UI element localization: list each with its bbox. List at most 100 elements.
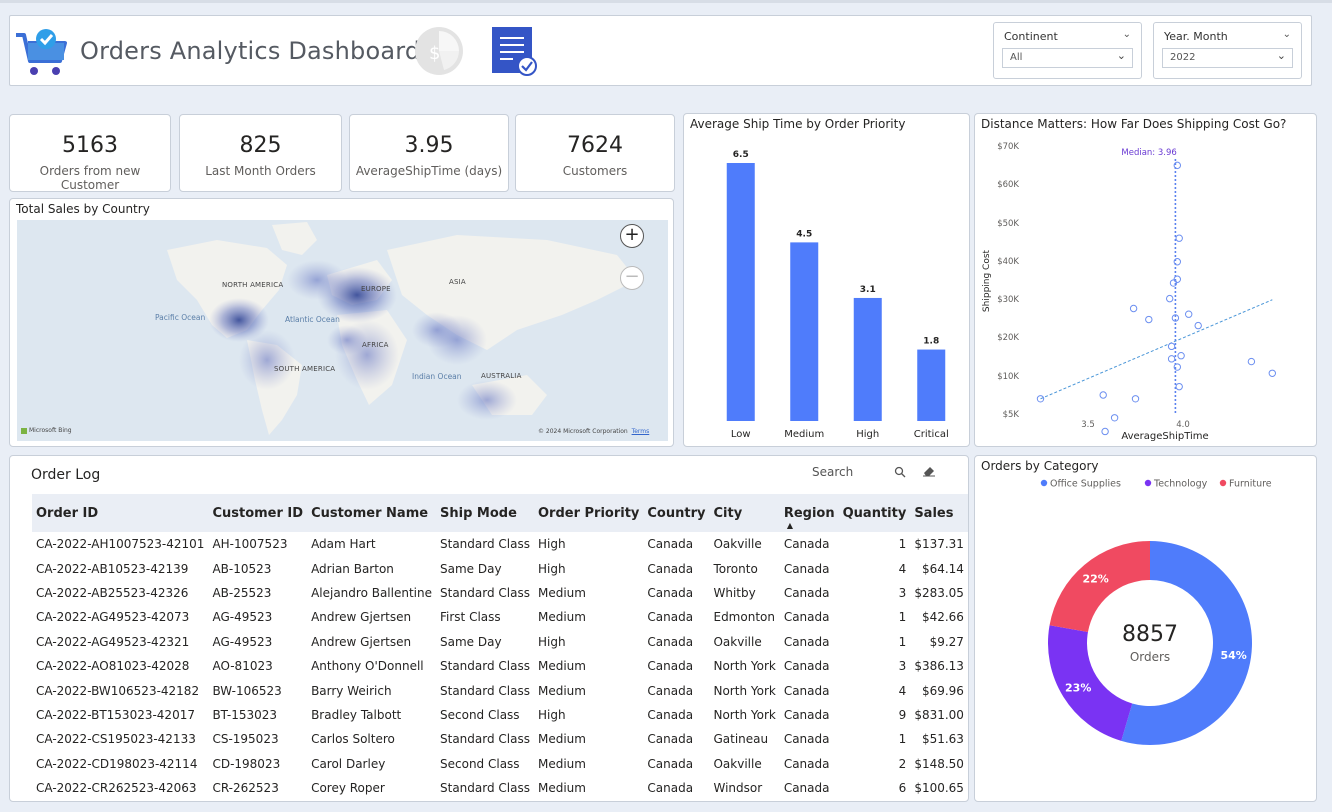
table-cell-customer-id: AB-10523 (212, 561, 272, 576)
table-cell-customer-name: Adam Hart (311, 537, 376, 552)
table-cell-quantity: 4 (898, 683, 907, 698)
table-row[interactable]: CA-2022-AG49523-42321 AG-49523 Andrew Gjer… (32, 630, 968, 654)
sort-ascending-icon[interactable]: ▲ (786, 521, 793, 530)
table-row[interactable]: CA-2022-AB25523-42326 AB-25523 Alejandro B… (32, 581, 968, 605)
column-header-order-id[interactable]: Order ID (36, 505, 99, 521)
column-header-quantity[interactable]: Quantity (842, 505, 907, 521)
table-cell-order-id: CA-2022-BW106523-42182 (36, 683, 200, 698)
scatter-point[interactable] (1169, 279, 1178, 287)
table-cell-order-priority: Medium (537, 732, 586, 747)
chevron-down-icon[interactable]: ⌄ (1276, 49, 1286, 62)
table-row[interactable]: CA-2022-AG49523-42073 AG-49523 Andrew Gjer… (32, 605, 968, 629)
column-header-sales[interactable]: Sales (914, 505, 954, 521)
scatter-point[interactable] (1101, 427, 1109, 436)
legend-item[interactable]: Technology (1153, 479, 1208, 490)
table-row[interactable]: CA-2022-CR262523-42063 CR-262523 Corey Rop… (32, 776, 968, 800)
bar-critical[interactable] (917, 349, 946, 421)
scatter-point[interactable] (1268, 369, 1276, 377)
scatter-point[interactable] (1173, 161, 1182, 170)
table-row[interactable]: CA-2022-BW106523-42182 BW-106523 Barry Wei… (32, 678, 968, 702)
table-cell-region: Canada (783, 732, 830, 747)
bar-low[interactable] (726, 163, 755, 421)
y-tick-label: $10K (997, 372, 1019, 382)
kpi-value: 3.95 (404, 133, 454, 158)
scatter-point[interactable] (1099, 391, 1107, 399)
kpi-value: 7624 (567, 133, 623, 158)
scatter-point[interactable] (1131, 395, 1140, 403)
scatter-point[interactable] (1175, 382, 1183, 391)
table-cell-customer-id: CR-262523 (212, 781, 279, 796)
scatter-point[interactable] (1173, 258, 1182, 266)
column-header-country[interactable]: Country (647, 505, 706, 521)
table-cell-ship-mode: Standard Class (440, 537, 530, 552)
bar-high[interactable] (853, 297, 882, 421)
map-zoom-in-button[interactable]: + (620, 224, 644, 248)
table-row[interactable]: CA-2022-CD198023-42114 CD-198023 Carol Dar… (32, 752, 968, 776)
kpi-card-last-month-orders: 825 Last Month Orders (179, 114, 342, 192)
scatter-point[interactable] (1194, 321, 1202, 330)
x-tick-label: 4.0 (1176, 420, 1190, 430)
scatter-point[interactable] (1145, 315, 1153, 324)
legend-item[interactable]: Office Supplies (1050, 479, 1121, 490)
scatter-point[interactable] (1167, 355, 1176, 363)
eraser-icon[interactable] (922, 465, 936, 477)
table-row[interactable]: CA-2022-AO81023-42028 AO-81023 Anthony O'D… (32, 654, 968, 678)
table-cell-order-id: CA-2022-CD198023-42114 (36, 756, 198, 771)
table-cell-customer-id: BT-153023 (212, 707, 278, 722)
table-cell-country: Canada (647, 659, 694, 674)
table-cell-country: Canada (647, 610, 694, 625)
donut-slice-furniture[interactable] (1049, 541, 1150, 633)
scatter-point[interactable] (1166, 294, 1174, 303)
column-header-ship-mode[interactable]: Ship Mode (440, 505, 517, 521)
table-scrollbar[interactable] (947, 494, 951, 500)
column-header-region[interactable]: Region ▲ (783, 505, 835, 531)
map-zoom-out-button[interactable]: − (620, 266, 644, 290)
scatter-point[interactable] (1175, 234, 1183, 242)
svg-text:$: $ (429, 43, 440, 64)
scatter-point[interactable] (1167, 342, 1176, 351)
table-row[interactable]: CA-2022-BT153023-42017 BT-153023 Bradley T… (32, 703, 968, 727)
scatter-point[interactable] (1036, 395, 1045, 403)
column-header-customer-name[interactable]: Customer Name (311, 505, 429, 521)
legend-item[interactable]: Furniture (1229, 479, 1272, 490)
dashboard-title: Orders Analytics Dashboard (80, 37, 421, 65)
year-month-dropdown[interactable]: 2022 ⌄ (1162, 48, 1293, 68)
table-row[interactable]: CA-2022-CS195023-42133 CS-195023 Carlos So… (32, 727, 968, 751)
scatter-point[interactable] (1185, 310, 1193, 318)
scatter-point[interactable] (1129, 304, 1138, 313)
table-row[interactable]: CA-2022-AH1007523-42101 AH-1007523 Adam Ha… (32, 532, 968, 556)
map-terms-link[interactable]: Terms (631, 428, 650, 435)
donut-chart-title: Orders by Category (981, 459, 1099, 473)
column-header-customer-id[interactable]: Customer ID (212, 505, 304, 521)
scatter-point[interactable] (1110, 414, 1119, 422)
column-header-city[interactable]: City (713, 505, 743, 521)
table-cell-customer-name: Alejandro Ballentine (311, 585, 432, 600)
continent-slicer[interactable]: Continent ⌄ All ⌄ (993, 22, 1142, 79)
table-cell-city: Oakville (713, 756, 762, 771)
table-cell-order-priority: High (537, 707, 566, 722)
continent-dropdown[interactable]: All ⌄ (1002, 48, 1133, 68)
donut-slice-office-supplies[interactable] (1121, 541, 1252, 745)
column-header-order-priority[interactable]: Order Priority (537, 505, 640, 521)
scatter-point[interactable] (1247, 357, 1256, 366)
world-map-canvas (167, 222, 637, 435)
scatter-point[interactable] (1177, 352, 1185, 360)
scatter-point[interactable] (1173, 275, 1182, 283)
table-cell-customer-id: AG-49523 (212, 610, 273, 625)
donut-slice-technology[interactable] (1048, 625, 1133, 741)
year-month-slicer[interactable]: Year. Month ⌄ 2022 ⌄ (1153, 22, 1302, 79)
chevron-down-icon[interactable]: ⌄ (1282, 29, 1291, 40)
search-icon[interactable] (894, 466, 906, 478)
chevron-down-icon[interactable]: ⌄ (1116, 49, 1126, 62)
y-axis-title: Shipping Cost (982, 249, 992, 312)
bar-medium[interactable] (790, 242, 819, 421)
scatter-point[interactable] (1173, 363, 1182, 371)
table-cell-order-priority: Medium (537, 756, 586, 771)
world-map[interactable]: NORTH AMERICA SOUTH AMERICA EUROPE AFRIC… (17, 220, 668, 441)
chevron-down-icon[interactable]: ⌄ (1122, 29, 1131, 40)
table-search-input[interactable]: Search (812, 465, 854, 479)
table-cell-order-id: CA-2022-CS195023-42133 (36, 732, 196, 747)
table-row[interactable]: CA-2022-AB10523-42139 AB-10523 Adrian Bart… (32, 556, 968, 580)
scatter-point[interactable] (1171, 314, 1180, 322)
scatter-chart-canvas: $5K $10K $20K $30K $40K $50K $60K $70K 3.5 4.0Ave… (982, 142, 1276, 442)
